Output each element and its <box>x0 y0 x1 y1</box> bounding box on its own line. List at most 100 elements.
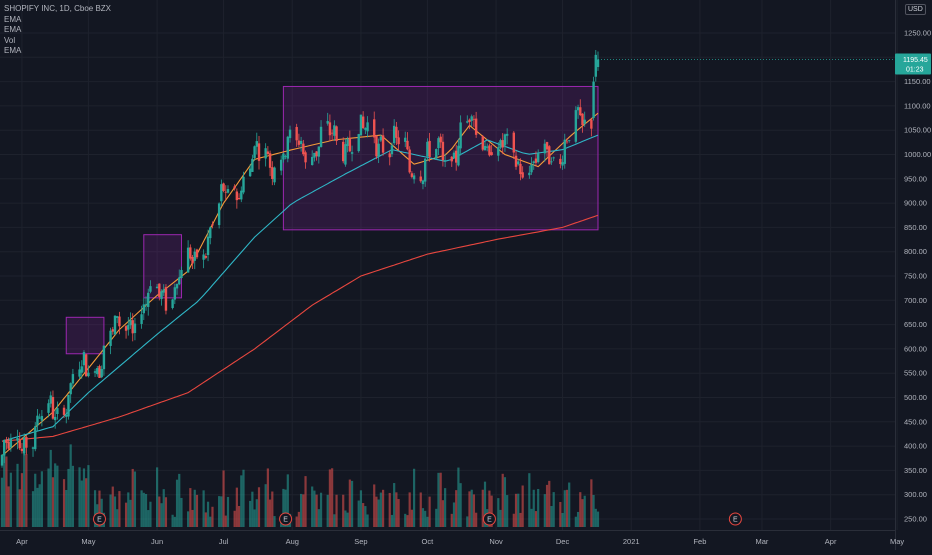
candle-body[interactable] <box>56 408 59 414</box>
candle-body[interactable] <box>220 184 223 202</box>
candle-body[interactable] <box>313 152 316 158</box>
candle[interactable] <box>521 166 524 179</box>
candle[interactable] <box>530 157 533 175</box>
candle-body[interactable] <box>133 323 137 334</box>
candle[interactable] <box>592 76 595 121</box>
candle-body[interactable] <box>69 383 72 395</box>
candle-body[interactable] <box>497 147 500 156</box>
candle[interactable] <box>56 401 59 420</box>
candle-body[interactable] <box>576 107 580 111</box>
earnings-circle[interactable] <box>482 512 496 526</box>
candle-body[interactable] <box>98 366 101 379</box>
candle[interactable] <box>62 404 66 419</box>
earnings-circle[interactable] <box>92 512 106 526</box>
consolidation-box[interactable] <box>282 85 599 231</box>
candle[interactable] <box>69 382 72 403</box>
candle-body[interactable] <box>217 203 221 226</box>
candle[interactable] <box>84 353 88 377</box>
candle[interactable] <box>251 154 254 172</box>
candle[interactable] <box>397 130 400 151</box>
candle-body[interactable] <box>206 236 210 255</box>
candle[interactable] <box>171 298 174 310</box>
candle[interactable] <box>124 325 128 339</box>
candle-body[interactable] <box>381 135 385 153</box>
candle-body[interactable] <box>348 137 352 152</box>
candle[interactable] <box>206 229 210 262</box>
candle[interactable] <box>47 399 50 418</box>
candle-body[interactable] <box>20 448 24 452</box>
candle-body[interactable] <box>47 403 50 413</box>
candle[interactable] <box>406 132 409 151</box>
candle[interactable] <box>346 136 349 153</box>
candle-body[interactable] <box>255 141 258 147</box>
candle[interactable] <box>561 155 564 170</box>
candle-body[interactable] <box>419 176 422 182</box>
candle-body[interactable] <box>302 143 305 155</box>
candle[interactable] <box>133 317 137 341</box>
candle-body[interactable] <box>100 369 103 378</box>
candle[interactable] <box>155 283 159 289</box>
candle[interactable] <box>295 123 298 147</box>
candle-body[interactable] <box>102 345 106 370</box>
candle[interactable] <box>335 125 338 145</box>
candle[interactable] <box>131 313 134 342</box>
candle-body[interactable] <box>545 142 549 150</box>
candle[interactable] <box>421 179 425 190</box>
candle-body[interactable] <box>344 144 347 165</box>
candle[interactable] <box>310 150 314 166</box>
candle-body[interactable] <box>16 438 19 441</box>
candle-body[interactable] <box>93 371 97 373</box>
candle[interactable] <box>65 408 68 424</box>
candle-body[interactable] <box>459 122 462 149</box>
candle[interactable] <box>344 138 347 167</box>
candle[interactable] <box>102 345 106 376</box>
candle[interactable] <box>140 305 143 329</box>
candle-body[interactable] <box>78 369 81 377</box>
candle[interactable] <box>51 390 55 420</box>
candle-body[interactable] <box>149 286 152 292</box>
candle-body[interactable] <box>428 140 431 157</box>
candle[interactable] <box>257 135 261 170</box>
candle[interactable] <box>193 248 196 270</box>
candle-body[interactable] <box>268 153 272 168</box>
candle[interactable] <box>82 350 86 373</box>
candle[interactable] <box>18 432 21 450</box>
candle-body[interactable] <box>315 151 318 157</box>
candle[interactable] <box>581 113 584 133</box>
candle[interactable] <box>186 240 190 273</box>
candle[interactable] <box>87 365 90 378</box>
candle[interactable] <box>333 120 336 141</box>
candle-body[interactable] <box>36 415 39 426</box>
candle[interactable] <box>268 150 272 177</box>
candle-body[interactable] <box>437 138 440 149</box>
candle-body[interactable] <box>65 414 68 417</box>
candle-body[interactable] <box>452 152 456 159</box>
candle[interactable] <box>217 202 221 229</box>
candle[interactable] <box>428 132 431 162</box>
candle-body[interactable] <box>377 143 380 157</box>
candle-body[interactable] <box>171 299 174 309</box>
candle-body[interactable] <box>113 315 117 335</box>
candle[interactable] <box>503 133 507 152</box>
candle-body[interactable] <box>519 163 522 175</box>
candle[interactable] <box>594 50 597 82</box>
candle-body[interactable] <box>441 141 445 161</box>
candle-body[interactable] <box>175 283 179 289</box>
candle-body[interactable] <box>242 176 245 193</box>
candle[interactable] <box>224 185 227 201</box>
candle[interactable] <box>395 121 398 145</box>
candle[interactable] <box>0 453 4 468</box>
candle[interactable] <box>412 173 416 184</box>
candle[interactable] <box>452 150 456 159</box>
candle-body[interactable] <box>350 152 354 154</box>
candle-body[interactable] <box>532 161 535 164</box>
candle[interactable] <box>317 146 321 164</box>
candle[interactable] <box>439 133 442 149</box>
candle[interactable] <box>67 394 70 420</box>
candle-body[interactable] <box>408 149 411 173</box>
candle-body[interactable] <box>31 447 35 449</box>
candle[interactable] <box>373 111 376 144</box>
candle-body[interactable] <box>87 372 90 377</box>
candle[interactable] <box>390 142 394 157</box>
candle[interactable] <box>25 435 28 455</box>
